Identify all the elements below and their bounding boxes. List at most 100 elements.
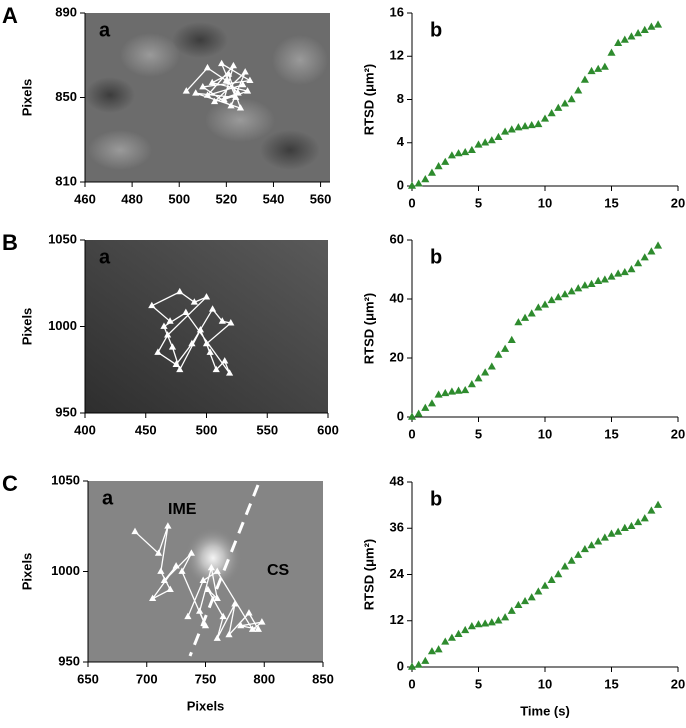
data-point [461, 385, 470, 394]
data-point [527, 593, 536, 601]
data-point [481, 368, 490, 376]
trajectory-point [184, 612, 192, 620]
data-point [627, 265, 636, 273]
data-point [434, 645, 443, 653]
data-point [620, 523, 629, 531]
y-tick-label: 48 [390, 473, 404, 488]
y-tick-label: 4 [397, 134, 405, 149]
data-point [441, 637, 450, 645]
trajectory-point [203, 91, 212, 98]
data-point [647, 22, 656, 30]
trajectory-point [239, 80, 247, 88]
data-point [540, 581, 550, 589]
data-point [434, 390, 443, 398]
data-point [534, 119, 543, 128]
trajectory-point [182, 87, 190, 94]
data-point [567, 287, 576, 295]
x-tick-label: 480 [121, 191, 143, 206]
data-point [587, 541, 596, 549]
y-tick-label: 60 [390, 231, 404, 246]
x-tick-label: 450 [135, 422, 157, 437]
data-point [627, 521, 636, 530]
data-point [407, 412, 417, 420]
trajectory-point [248, 625, 257, 632]
data-point [427, 168, 436, 176]
trajectory-point [188, 339, 196, 347]
x-tick-label: 5 [475, 195, 482, 210]
trajectory-point [204, 585, 212, 592]
data-point [614, 527, 623, 535]
data-point [560, 562, 569, 570]
x-tick-label: 15 [604, 195, 618, 210]
y-tick-label: 950 [58, 653, 80, 668]
trajectory-point [190, 298, 198, 305]
x-tick-label: 500 [196, 422, 218, 437]
data-point [640, 253, 649, 261]
data-point [580, 75, 589, 83]
data-point [587, 279, 596, 287]
data-point [474, 620, 483, 628]
trajectory-point [229, 61, 238, 69]
trajectory-point [221, 357, 229, 364]
y-axis-label: Pixels [19, 79, 34, 117]
data-point [521, 122, 530, 130]
data-point [654, 241, 663, 249]
data-point [514, 600, 523, 609]
data-point [640, 514, 649, 522]
data-point [654, 500, 663, 508]
data-point [614, 38, 623, 46]
data-point [414, 660, 423, 668]
trajectory-point [243, 87, 252, 94]
data-point [467, 145, 476, 154]
trajectory-point [220, 95, 228, 103]
subpanel-label: a [99, 19, 111, 41]
data-point [441, 388, 450, 397]
trajectory-point [207, 563, 215, 571]
trajectory-point [203, 63, 212, 71]
y-axis-label: Pixels [19, 308, 34, 346]
data-point [574, 284, 583, 292]
data-point [634, 259, 643, 267]
data-point [487, 618, 496, 626]
y-tick-label: 40 [390, 290, 404, 305]
trajectory [185, 62, 252, 110]
trajectory-point [218, 59, 226, 67]
trajectory-point [212, 365, 220, 373]
data-point [560, 99, 569, 107]
y-tick-label: 850 [55, 89, 77, 104]
trajectory-point [166, 585, 174, 592]
data-point [594, 64, 603, 72]
data-point [447, 151, 456, 159]
subpanel-label: b [430, 488, 442, 510]
x-tick-label: 10 [538, 676, 552, 691]
data-point [501, 344, 510, 352]
trajectory-point [236, 104, 245, 111]
x-tick-label: 700 [136, 671, 158, 686]
trajectory-point [258, 618, 266, 625]
data-point [521, 596, 530, 605]
trajectory-point [237, 621, 245, 629]
data-point [467, 622, 476, 630]
trajectory-point [208, 305, 217, 312]
data-point [627, 32, 636, 40]
y-axis-label: RTSD (μm²) [361, 539, 376, 611]
panel-letter: B [2, 230, 18, 255]
trajectory-point [168, 343, 177, 350]
x-tick-label: 10 [538, 195, 552, 210]
x-tick-label: 460 [74, 191, 96, 206]
x-tick-label: 500 [168, 191, 190, 206]
data-point [587, 66, 596, 75]
trajectory-point [182, 308, 190, 316]
trajectory-point [206, 348, 214, 355]
y-tick-label: 36 [390, 520, 404, 535]
image-c [88, 481, 323, 662]
data-point [540, 114, 550, 122]
y-tick-label: 0 [397, 177, 404, 192]
trajectory-point [210, 97, 219, 105]
data-point [514, 318, 523, 326]
data-point [427, 399, 436, 407]
data-point [514, 123, 523, 131]
x-tick-label: 0 [408, 426, 415, 441]
data-point [434, 162, 443, 170]
trajectory-point [148, 301, 156, 309]
